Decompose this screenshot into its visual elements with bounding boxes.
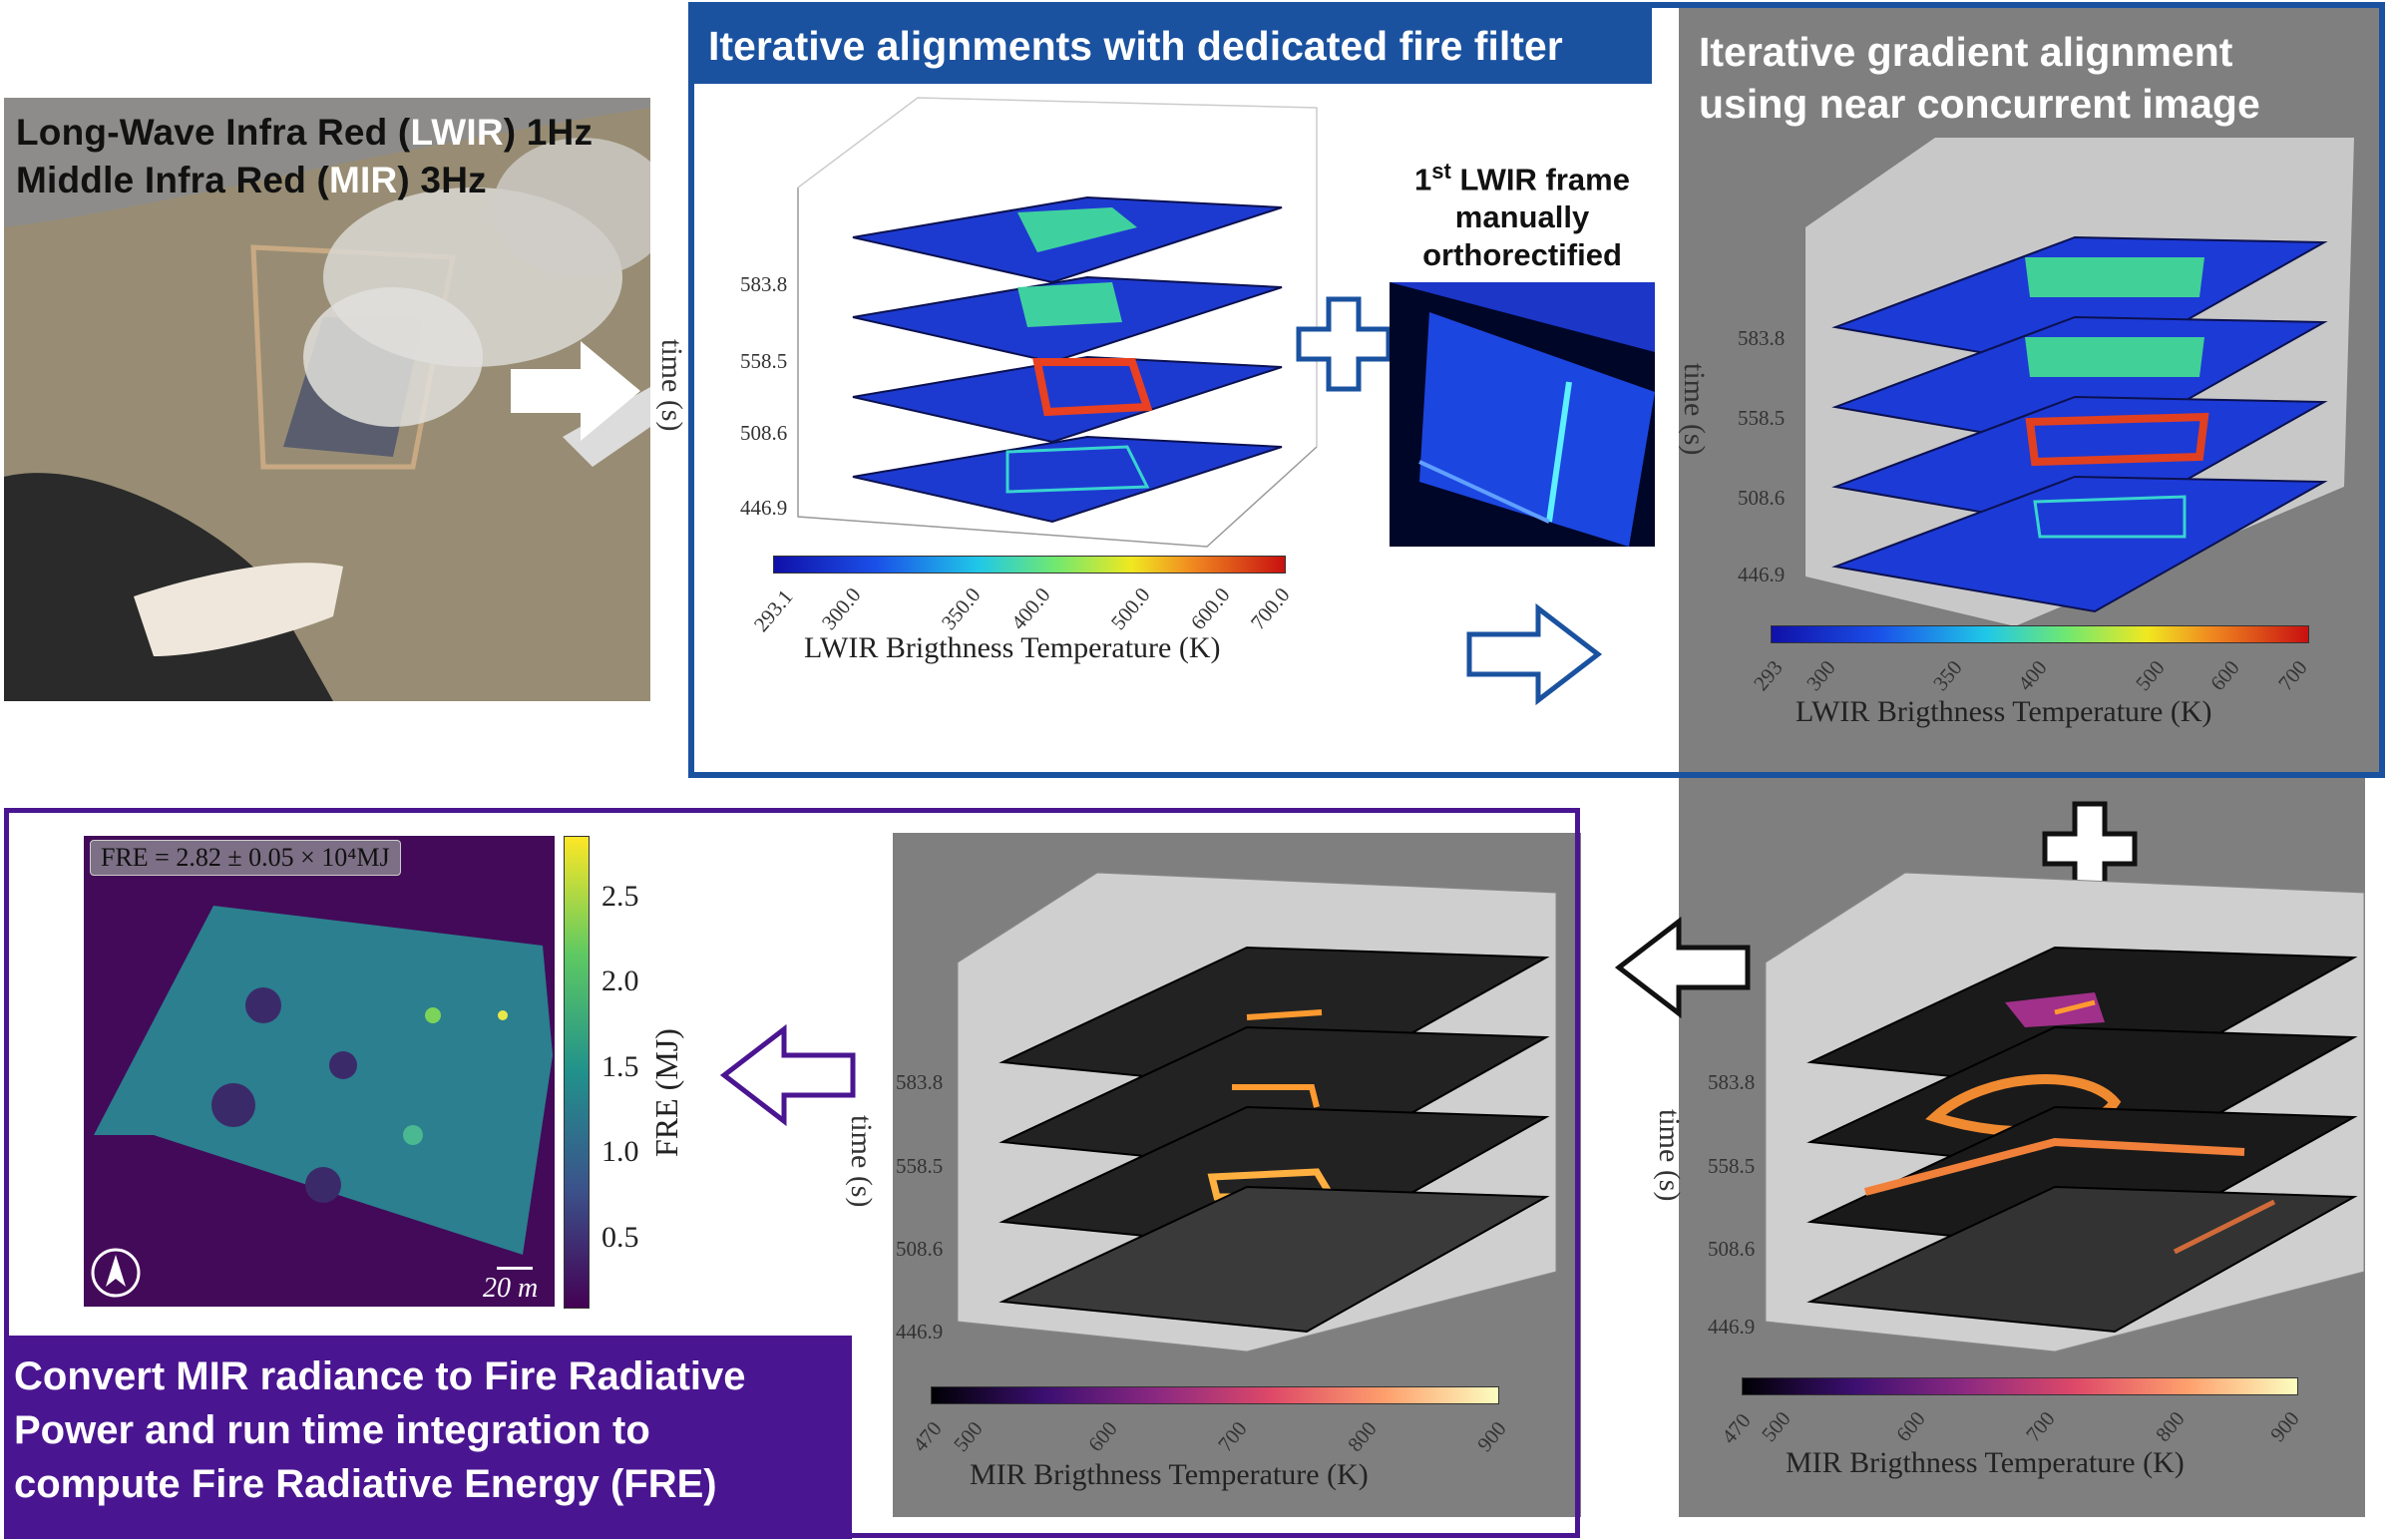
step1-time-tick-1: 583.8 bbox=[740, 272, 788, 296]
step3-time-tick-3: 508.6 bbox=[896, 1237, 944, 1261]
step3-colorbar bbox=[931, 1386, 1499, 1404]
step1-time-tick-3: 508.6 bbox=[740, 421, 788, 445]
photo-caption-mir-highlight: MIR bbox=[329, 160, 398, 200]
step1-time-tick-4: 446.9 bbox=[740, 496, 788, 520]
step4-time-tick-3: 508.6 bbox=[1708, 1237, 1756, 1261]
ortho-label-line2: manually bbox=[1454, 199, 1590, 235]
step2-time-tick-4: 446.9 bbox=[1738, 563, 1786, 586]
fre-step-label-line1: Convert MIR radiance to Fire Radiative bbox=[14, 1354, 746, 1398]
step4-time-tick-2: 558.5 bbox=[1708, 1154, 1756, 1178]
step4-time-tick-4: 446.9 bbox=[1708, 1315, 1756, 1339]
step3-time-axis-label: time (s) bbox=[845, 1115, 878, 1208]
fre-cbar-tick-2: 2.0 bbox=[601, 964, 639, 997]
fre-colorbar bbox=[564, 836, 590, 1309]
step4-colorbar bbox=[1742, 1377, 2298, 1395]
north-arrow-icon bbox=[91, 1248, 141, 1298]
ortho-label-number: 1 bbox=[1414, 162, 1432, 197]
step1-frame bbox=[688, 2, 2385, 778]
step3-time-tick-1: 583.8 bbox=[896, 1070, 944, 1094]
step2-layer-4 bbox=[1831, 235, 2328, 374]
step2-time-tick-2: 558.5 bbox=[1738, 406, 1786, 430]
step3-time-tick-2: 558.5 bbox=[896, 1154, 944, 1178]
fre-cbar-tick-5: 0.5 bbox=[601, 1221, 639, 1254]
step4-colorbar-label: MIR Brigthness Temperature (K) bbox=[1786, 1446, 2185, 1479]
step2-time-axis-label: time (s) bbox=[1678, 363, 1711, 456]
aerial-photo-drawing bbox=[4, 98, 650, 701]
step2-stack-plot bbox=[1804, 138, 2354, 627]
ortho-label-superscript: st bbox=[1431, 159, 1451, 184]
ortho-label-line3: orthorectified bbox=[1422, 237, 1622, 273]
step3-stack-plot bbox=[957, 872, 1557, 1352]
fre-map bbox=[84, 836, 555, 1307]
scale-bar bbox=[497, 1267, 533, 1270]
blue-plus-icon bbox=[1296, 296, 1392, 392]
step2-title-line2: using near concurrent image bbox=[1699, 81, 2260, 127]
aerial-photo bbox=[4, 98, 650, 701]
blue-outline-arrow-icon bbox=[1466, 602, 1603, 706]
fre-map-drawing bbox=[84, 906, 553, 1307]
scale-bar-label: 20 m bbox=[483, 1273, 539, 1304]
photo-caption-mir-suffix: ) 3Hz bbox=[397, 160, 487, 200]
step1-time-axis-label: time (s) bbox=[655, 339, 688, 432]
photo-caption-lwir-prefix: Long-Wave Infra Red ( bbox=[16, 112, 411, 153]
fre-cbar-tick-4: 1.0 bbox=[601, 1135, 639, 1168]
fre-cbar-tick-1: 2.5 bbox=[601, 880, 639, 913]
step3-time-tick-4: 446.9 bbox=[896, 1320, 944, 1344]
step1-layer-4 bbox=[852, 195, 1283, 284]
fre-step-label-line2: Power and run time integration to bbox=[14, 1408, 650, 1452]
step2-colorbar-label: LWIR Brigthness Temperature (K) bbox=[1796, 695, 2212, 728]
step1-colorbar bbox=[773, 556, 1286, 574]
step4-time-tick-1: 583.8 bbox=[1708, 1070, 1756, 1094]
ortho-label-line1: LWIR frame bbox=[1450, 162, 1630, 197]
fre-step-label: Convert MIR radiance to Fire Radiative P… bbox=[4, 1336, 852, 1539]
step3-layer-1 bbox=[998, 1185, 1550, 1334]
step2-time-tick-1: 583.8 bbox=[1738, 326, 1786, 350]
fre-step-label-line3: compute Fire Radiative Energy (FRE) bbox=[14, 1462, 717, 1506]
step2-layer-1 bbox=[1831, 475, 2328, 613]
step2-time-tick-3: 508.6 bbox=[1738, 486, 1786, 510]
step1-title: Iterative alignments with dedicated fire… bbox=[694, 8, 1652, 84]
step4-layer-1 bbox=[1806, 1185, 2358, 1334]
step4-time-axis-label: time (s) bbox=[1653, 1109, 1686, 1202]
photo-caption-mir: Middle Infra Red (MIR) 3Hz bbox=[16, 160, 487, 201]
fre-total-badge: FRE = 2.82 ± 0.05 × 10⁴MJ bbox=[90, 840, 401, 876]
step2-title-line1: Iterative gradient alignment bbox=[1699, 29, 2233, 75]
ortho-label: 1st LWIR frame manually orthorectified bbox=[1390, 153, 1655, 274]
step4-stack-plot bbox=[1765, 872, 2365, 1352]
ortho-image-drawing bbox=[1390, 282, 1655, 547]
fre-cbar-tick-3: 1.5 bbox=[601, 1050, 639, 1083]
ortho-image bbox=[1390, 282, 1655, 547]
purple-outline-arrow-icon bbox=[719, 1023, 856, 1127]
photo-caption-lwir-highlight: LWIR bbox=[410, 112, 504, 153]
step3-colorbar-label: MIR Brigthness Temperature (K) bbox=[970, 1458, 1369, 1491]
white-arrow-icon bbox=[511, 341, 640, 441]
fre-colorbar-label: FRE (MJ) bbox=[648, 1028, 684, 1157]
photo-caption-lwir-suffix: ) 1Hz bbox=[503, 112, 594, 153]
black-outline-arrow-icon bbox=[1614, 916, 1751, 1019]
step1-time-tick-2: 558.5 bbox=[740, 349, 788, 373]
photo-caption-lwir: Long-Wave Infra Red (LWIR) 1Hz bbox=[16, 112, 593, 154]
step1-stack-plot bbox=[797, 97, 1318, 548]
step1-layer-2 bbox=[852, 355, 1283, 444]
step2-colorbar bbox=[1771, 625, 2309, 643]
step1-layer-3 bbox=[852, 275, 1283, 364]
photo-caption-mir-prefix: Middle Infra Red ( bbox=[16, 160, 329, 200]
step1-layer-1 bbox=[852, 435, 1283, 524]
step1-colorbar-label: LWIR Brigthness Temperature (K) bbox=[804, 631, 1221, 664]
